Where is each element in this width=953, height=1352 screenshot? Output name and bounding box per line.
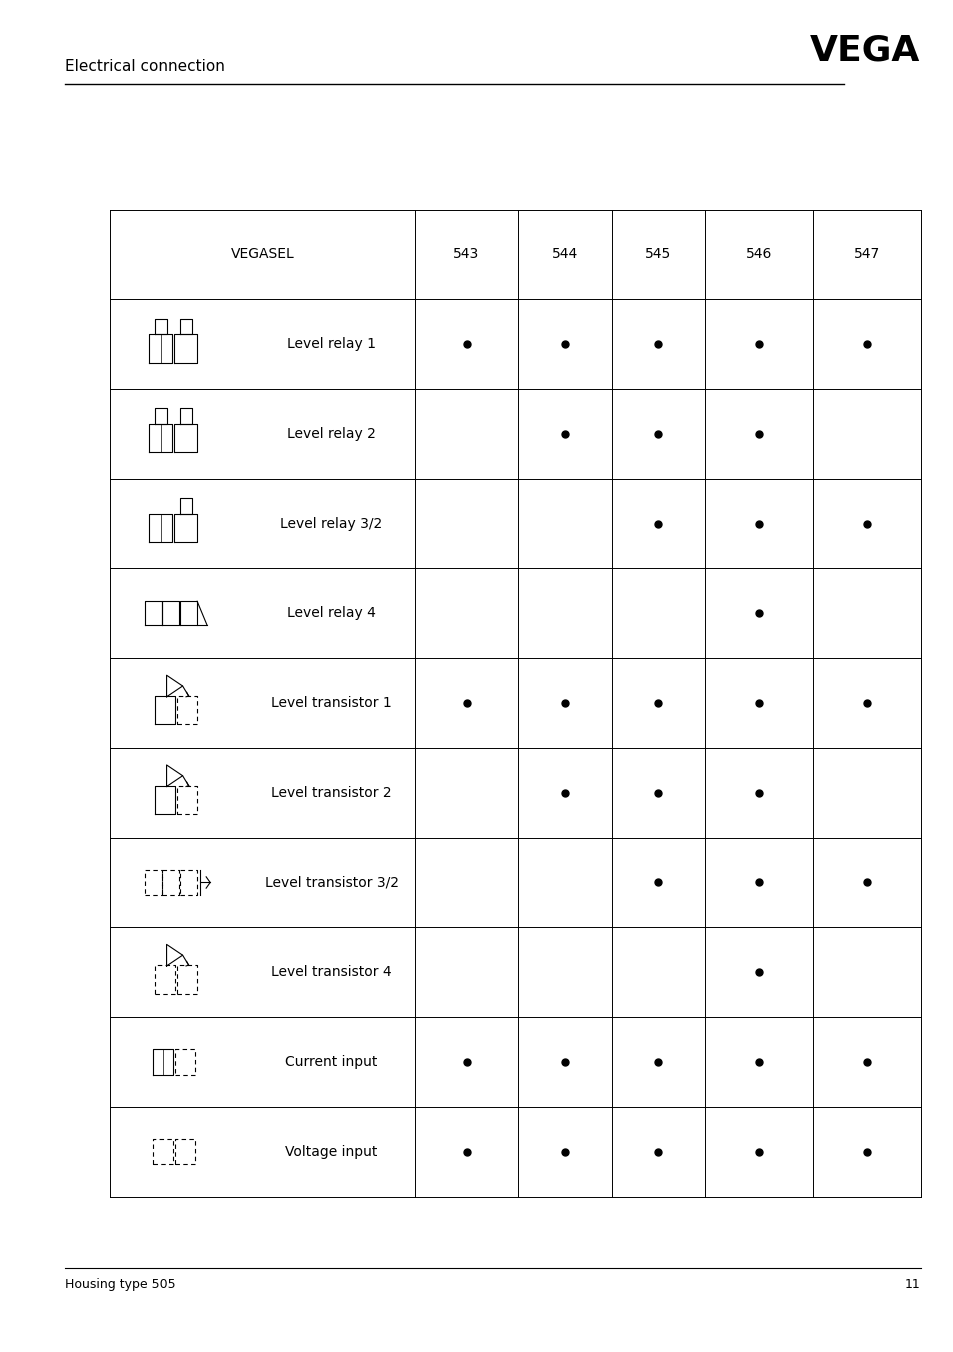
Text: Electrical connection: Electrical connection: [65, 59, 225, 74]
Text: 544: 544: [551, 247, 578, 261]
Text: 547: 547: [853, 247, 879, 261]
Text: Level relay 2: Level relay 2: [287, 427, 375, 441]
Text: Voltage input: Voltage input: [285, 1145, 377, 1159]
Text: Level relay 1: Level relay 1: [287, 337, 375, 352]
Text: Level transistor 4: Level transistor 4: [271, 965, 392, 979]
Text: 543: 543: [453, 247, 479, 261]
Text: Current input: Current input: [285, 1055, 377, 1069]
Text: VEGASEL: VEGASEL: [231, 247, 294, 261]
Text: 11: 11: [903, 1278, 920, 1291]
Text: 545: 545: [644, 247, 671, 261]
Text: Level transistor 2: Level transistor 2: [271, 786, 392, 800]
Text: Level transistor 3/2: Level transistor 3/2: [264, 876, 398, 890]
Text: 546: 546: [745, 247, 771, 261]
Text: Level transistor 1: Level transistor 1: [271, 696, 392, 710]
Text: VEGA: VEGA: [809, 34, 920, 68]
Text: Level relay 3/2: Level relay 3/2: [280, 516, 382, 530]
Text: Level relay 4: Level relay 4: [287, 606, 375, 621]
Text: Housing type 505: Housing type 505: [65, 1278, 175, 1291]
